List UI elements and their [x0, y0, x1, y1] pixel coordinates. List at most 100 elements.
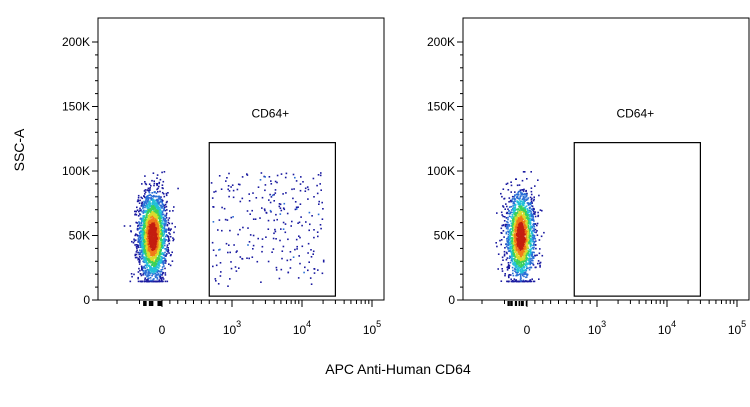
event-dot — [522, 198, 524, 200]
event-dot — [239, 256, 242, 258]
event-dot — [153, 182, 156, 185]
event-dot — [520, 255, 522, 258]
event-dot — [153, 248, 156, 250]
event-dot — [525, 250, 528, 253]
event-dot — [531, 262, 534, 265]
event-dot — [509, 199, 512, 202]
event-dot — [173, 238, 175, 241]
event-dot — [144, 277, 147, 279]
event-dot — [513, 247, 516, 249]
event-dot — [156, 242, 159, 244]
event-dot — [507, 221, 509, 224]
event-dot — [513, 218, 515, 220]
event-dot — [313, 236, 315, 239]
event-dot — [156, 278, 159, 280]
event-dot — [156, 183, 158, 185]
event-dot — [304, 266, 306, 269]
event-dot — [530, 171, 532, 173]
event-dot — [156, 243, 159, 246]
event-dot — [291, 188, 293, 191]
event-dot — [147, 187, 150, 190]
event-dot — [263, 208, 266, 210]
event-dot — [145, 205, 148, 208]
event-dot — [534, 228, 537, 231]
event-dot — [518, 231, 521, 234]
event-dot — [165, 214, 168, 216]
event-dot — [302, 181, 304, 183]
event-dot — [254, 218, 257, 220]
event-dot — [526, 211, 529, 214]
event-dot — [163, 195, 166, 198]
event-dot — [515, 269, 518, 271]
event-dot — [530, 205, 533, 207]
event-dot — [521, 280, 524, 283]
event-dot — [142, 218, 145, 220]
event-dot — [532, 248, 535, 250]
event-dot — [261, 196, 264, 199]
event-dot — [143, 201, 146, 204]
event-dot — [155, 214, 157, 216]
event-dot — [514, 205, 516, 207]
event-dot — [160, 200, 162, 203]
event-dot — [506, 224, 509, 226]
event-dot — [521, 206, 523, 208]
event-dot — [519, 240, 522, 242]
event-dot — [154, 204, 156, 207]
event-dot — [519, 273, 522, 275]
event-dot — [158, 245, 160, 247]
event-dot — [144, 218, 146, 221]
event-dot — [533, 208, 535, 210]
event-dot — [144, 253, 147, 256]
event-dot — [521, 273, 524, 275]
event-dot — [151, 274, 154, 277]
event-dot — [149, 249, 151, 251]
event-dot — [530, 266, 532, 269]
event-dot — [134, 256, 137, 259]
event-dot — [515, 221, 518, 224]
event-dot — [139, 224, 142, 227]
event-dot — [152, 226, 154, 228]
event-dot — [529, 257, 531, 259]
event-dot — [159, 250, 161, 252]
y-tick-label: 0 — [448, 293, 455, 307]
event-dot — [516, 216, 519, 218]
event-dot — [144, 244, 146, 246]
event-dot — [143, 226, 145, 229]
event-dot — [523, 231, 525, 234]
event-dot — [534, 254, 537, 257]
event-dot — [155, 254, 157, 256]
event-dot — [522, 237, 524, 239]
event-dot — [537, 211, 539, 214]
event-dot — [499, 239, 501, 242]
event-dot — [519, 229, 521, 232]
event-dot — [145, 260, 147, 263]
event-dot — [148, 205, 151, 207]
event-dot — [525, 240, 527, 242]
event-dot — [513, 233, 516, 235]
event-dot — [148, 207, 150, 209]
event-dot — [519, 214, 522, 217]
event-dot — [532, 234, 534, 236]
event-dot — [174, 226, 176, 228]
event-dot — [532, 210, 535, 213]
event-dot — [139, 209, 142, 212]
event-dot — [164, 206, 166, 209]
event-dot — [529, 245, 532, 248]
event-dot — [162, 246, 164, 249]
event-dot — [139, 260, 141, 262]
event-dot — [143, 242, 146, 244]
event-dot — [299, 203, 302, 205]
event-dot — [513, 280, 516, 283]
event-dot — [531, 244, 533, 247]
event-dot — [145, 255, 147, 257]
event-dot — [527, 247, 529, 249]
event-dot — [520, 215, 523, 218]
event-dot — [280, 173, 283, 175]
event-dot — [135, 210, 138, 213]
event-dot — [514, 254, 517, 257]
event-dot — [514, 208, 517, 211]
event-dot — [529, 280, 532, 283]
event-dot — [509, 241, 511, 243]
event-dot — [510, 243, 512, 246]
event-dot — [293, 188, 295, 190]
